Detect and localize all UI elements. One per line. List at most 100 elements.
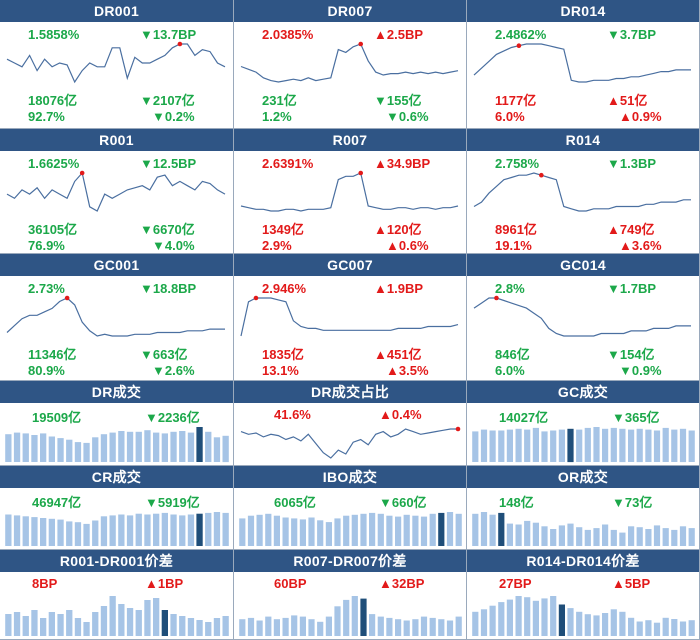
- bar: [308, 619, 315, 636]
- panel-r007-dr007价差: R007-DR007价差 60BP ▲32BP: [234, 550, 467, 640]
- bar: [100, 516, 108, 547]
- bar: [619, 611, 626, 636]
- bar: [273, 619, 280, 636]
- bar: [48, 612, 55, 636]
- panel-title: GC001: [0, 254, 233, 276]
- bar: [40, 518, 47, 546]
- panel-title: DR001: [0, 0, 233, 22]
- panel-r007: R007 2.6391% ▲34.9BP 1349亿 ▲120亿 2.9% ▲0.6%: [234, 129, 467, 254]
- volume-bar-chart: [5, 512, 229, 547]
- metric-change: ▼660亿: [379, 495, 427, 510]
- metric-value: 46947亿: [32, 495, 82, 510]
- bar: [506, 429, 513, 462]
- trend-line-chart: [473, 43, 691, 83]
- trend-line: [6, 297, 225, 337]
- bar: [13, 612, 21, 636]
- bar: [239, 518, 246, 546]
- bar: [179, 431, 186, 462]
- panel-dr成交占比: DR成交占比 41.6% ▲0.4%: [234, 381, 467, 466]
- bar: [222, 435, 229, 463]
- bar: [213, 618, 221, 636]
- bar: [343, 599, 350, 636]
- bar: [610, 529, 617, 546]
- metric-value: 148亿: [499, 495, 534, 510]
- volume-change: ▲451亿: [374, 347, 422, 362]
- metric-change: ▲5BP: [612, 576, 651, 591]
- rate-value: 2.946%: [262, 281, 307, 296]
- rate-change: ▲1.9BP: [374, 281, 423, 296]
- share-value: 1.2%: [262, 109, 292, 124]
- panel-gc001: GC001 2.73% ▼18.8BP 11346亿 ▼663亿 80.9% ▼2.6%: [0, 254, 234, 381]
- bar: [524, 520, 531, 546]
- bar: [161, 433, 168, 462]
- volume-value: 846亿: [495, 347, 530, 362]
- rate-change: ▼1.3BP: [607, 156, 656, 171]
- bar: [187, 514, 195, 546]
- bar: [403, 514, 410, 546]
- volume-bar-chart: [472, 427, 695, 463]
- metric-value: 60BP: [274, 576, 307, 591]
- bar: [679, 428, 687, 463]
- bar: [662, 528, 669, 546]
- volume-bar-chart: [239, 512, 462, 546]
- panel-or成交: OR成交 148亿 ▼73亿: [467, 466, 700, 550]
- share-change: ▲0.9%: [619, 109, 662, 124]
- bar: [144, 514, 151, 546]
- trend-line-chart: [6, 170, 226, 212]
- bar: [57, 438, 64, 462]
- bar: [584, 529, 591, 546]
- bar: [126, 515, 134, 546]
- bar: [558, 525, 565, 546]
- bar-highlight: [196, 427, 203, 462]
- bar: [205, 512, 212, 546]
- panel-title: GC014: [467, 254, 699, 276]
- bar: [403, 620, 410, 636]
- metric-value: 19509亿: [32, 410, 82, 425]
- metric-value: 27BP: [499, 576, 532, 591]
- panel-r014-dr014价差: R014-DR014价差 27BP ▲5BP: [467, 550, 700, 640]
- bar-highlight: [438, 512, 445, 546]
- panel-r001-dr001价差: R001-DR001价差 8BP ▲1BP: [0, 550, 234, 640]
- bar: [386, 617, 393, 636]
- share-value: 13.1%: [262, 363, 299, 378]
- volume-change: ▼154亿: [607, 347, 655, 362]
- bar: [325, 522, 332, 546]
- volume-bar-chart: [239, 596, 462, 636]
- bar: [92, 612, 99, 636]
- panel-title: GC007: [234, 254, 466, 276]
- bar: [489, 514, 496, 546]
- bar: [671, 429, 678, 462]
- volume-value: 36105亿: [28, 222, 78, 237]
- bar: [92, 520, 99, 546]
- share-change: ▼0.9%: [619, 363, 662, 378]
- bar: [179, 616, 186, 636]
- panel-cr成交: CR成交 46947亿 ▼5919亿: [0, 466, 234, 550]
- bar: [213, 437, 221, 462]
- share-change: ▲0.6%: [386, 238, 429, 253]
- rate-value: 2.8%: [495, 281, 525, 296]
- bar: [653, 430, 661, 462]
- metric-change: ▲1BP: [145, 576, 184, 591]
- bar: [161, 512, 168, 546]
- share-change: ▼0.2%: [152, 109, 195, 124]
- bar: [645, 429, 652, 462]
- metric-change: ▼2236亿: [145, 410, 200, 425]
- bar: [671, 529, 678, 546]
- share-change: ▼4.0%: [152, 238, 195, 253]
- bar: [135, 610, 142, 636]
- bar: [351, 514, 358, 546]
- bar: [506, 523, 513, 546]
- bar: [74, 618, 82, 636]
- latest-point-marker: [64, 295, 70, 301]
- bar: [144, 430, 151, 462]
- volume-change: ▲120亿: [374, 222, 422, 237]
- bar: [636, 621, 643, 636]
- bar: [480, 609, 488, 636]
- bar: [291, 518, 298, 546]
- bar: [5, 434, 12, 462]
- share-value: 2.9%: [262, 238, 292, 253]
- volume-value: 1835亿: [262, 347, 304, 362]
- bar: [135, 513, 142, 546]
- bar: [628, 617, 635, 636]
